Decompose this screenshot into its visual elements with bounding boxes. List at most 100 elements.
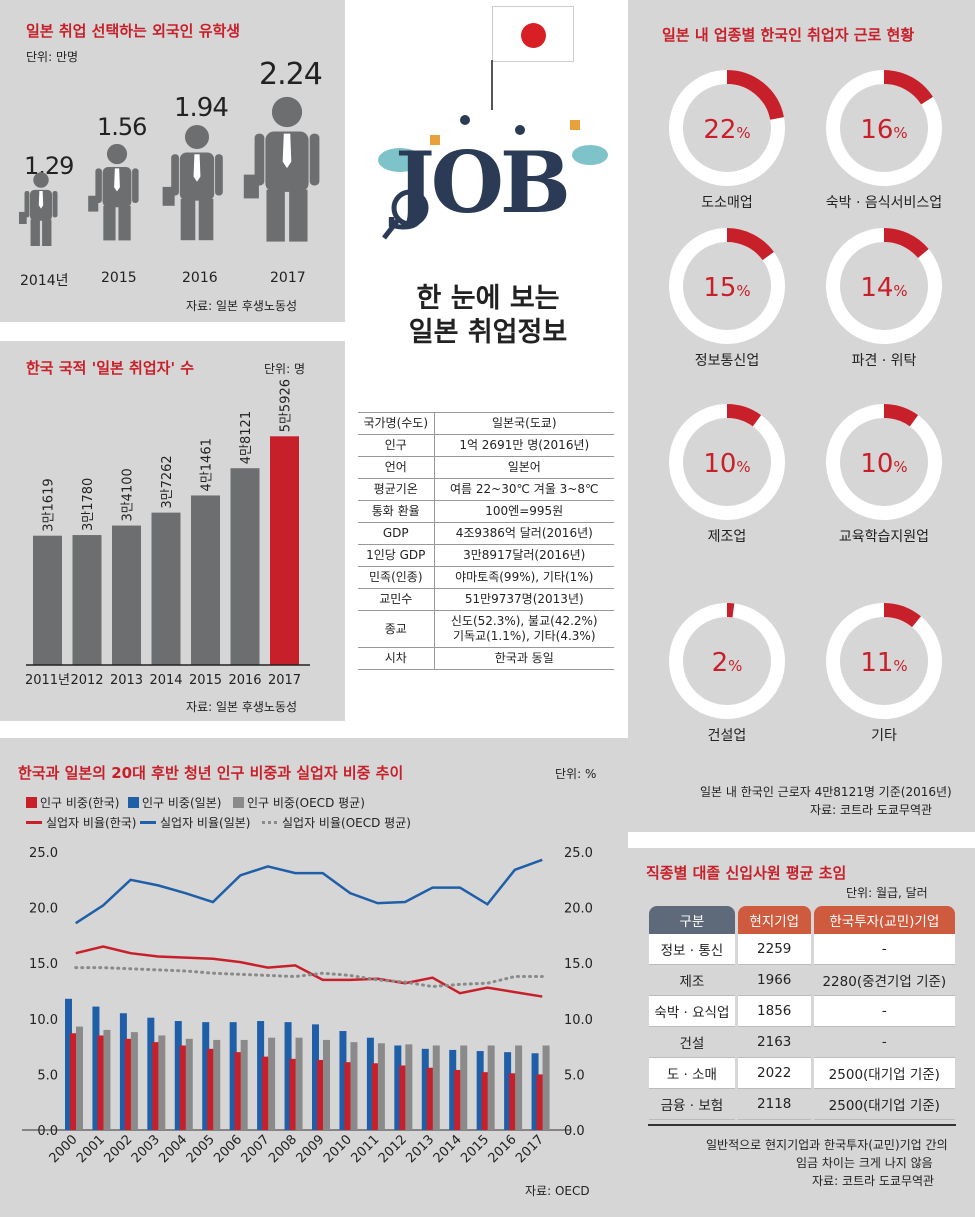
x-tick-year: 2010	[321, 1132, 355, 1166]
worker-bar-label: 3만7262	[160, 455, 175, 508]
x-tick-year: 2016	[486, 1132, 520, 1166]
trend-bar	[76, 1026, 83, 1130]
donut-slice	[726, 404, 762, 427]
worker-bar-label: 4만1461	[200, 438, 215, 491]
trend-line	[74, 966, 544, 989]
trend-bar	[449, 1049, 457, 1130]
x-tick-year: 2009	[294, 1132, 328, 1166]
legend-kr-pop: 인구 비중(한국)	[26, 794, 119, 811]
donut-percent: 11%	[860, 648, 907, 678]
worker-year-label: 2014	[149, 673, 182, 688]
info-value: 100엔=995원	[434, 500, 614, 523]
salary-cell: 제조	[649, 965, 735, 996]
trend-bar	[124, 1038, 132, 1130]
legend-oecd-unemp: 실업자 비율(OECD 평균)	[262, 814, 411, 831]
salary-unit: 단위: 월급, 달러	[846, 886, 928, 900]
donut-label: 건설업	[708, 728, 747, 744]
info-key: 인구	[358, 434, 435, 457]
salary-cell: 정보 · 통신	[649, 934, 735, 965]
legend-kr-unemp-label: 실업자 비율(한국)	[46, 816, 137, 830]
y-tick-left: 0.0	[37, 1124, 58, 1139]
donut-slice	[883, 603, 921, 628]
student-figure-2016	[162, 124, 223, 241]
legend-oecd-pop: 인구 비중(OECD 평균)	[233, 794, 365, 811]
trend-line	[75, 858, 543, 925]
x-tick-year: 2011	[348, 1132, 382, 1166]
salary-cell: 금융 · 보험	[649, 1089, 735, 1120]
job-illustration	[378, 115, 608, 240]
worker-year-label: 2016	[228, 673, 261, 688]
gear-icon-2	[570, 120, 580, 130]
trend-bar	[377, 1043, 385, 1130]
worker-bar	[270, 436, 299, 665]
trend-bar	[460, 1045, 468, 1130]
legend-kr-unemp: 실업자 비율(한국)	[26, 814, 136, 831]
y-tick-left: 15.0	[29, 957, 58, 972]
y-tick-right: 10.0	[564, 1013, 593, 1028]
salary-cell: 2118	[737, 1089, 811, 1120]
flag-pole	[491, 60, 493, 110]
info-value: 일본어	[434, 456, 614, 479]
salary-cell: 2163	[737, 1027, 811, 1058]
info-key: 평균기온	[358, 478, 435, 501]
worker-bar	[33, 535, 62, 665]
donut-slice	[726, 228, 774, 261]
legend-kr-pop-label: 인구 비중(한국)	[40, 796, 120, 810]
trend-bar	[234, 1052, 242, 1130]
info-key: GDP	[358, 522, 435, 545]
info-key: 1인당 GDP	[358, 544, 435, 567]
gear-icon-1	[430, 135, 440, 145]
x-tick-year: 2004	[156, 1132, 190, 1166]
info-row: 시차 한국과 동일	[358, 647, 614, 670]
trend-bar	[295, 1037, 303, 1130]
donut-percent: 15%	[703, 273, 750, 303]
student-year-2016: 2016	[182, 270, 218, 286]
worker-bar	[191, 495, 220, 665]
x-tick-year: 2008	[266, 1132, 300, 1166]
info-row: 언어 일본어	[358, 456, 614, 479]
trend-bar	[179, 1045, 187, 1130]
donut-label: 제조업	[708, 529, 747, 545]
student-value-2015: 1.56	[97, 113, 147, 141]
worker-year-label: 2012	[70, 673, 103, 688]
trend-bar	[323, 1039, 330, 1130]
trend-bar	[103, 1029, 111, 1130]
info-row: 종교 신도(52.3%), 불교(42.2%) 기독교(1.1%), 기타(4.3…	[358, 610, 614, 648]
info-value: 1억 2691만 명(2016년)	[434, 434, 614, 457]
salary-header-row: 구분 현지기업 한국투자(교민)기업	[649, 906, 955, 934]
trend-source: 자료: OECD	[525, 1184, 590, 1198]
student-year-2017: 2017	[270, 270, 306, 286]
trend-bar	[399, 1065, 407, 1130]
trend-bar	[289, 1058, 297, 1130]
trend-bar	[339, 1031, 347, 1130]
trend-bar	[509, 1073, 517, 1130]
donut-label: 기타	[871, 728, 897, 744]
salary-row: 도 · 소매 2022 2500(대기업 기준)	[649, 1058, 955, 1089]
info-key: 통화 환율	[358, 500, 435, 523]
student-year-2014: 2014년	[20, 273, 69, 289]
job-text: JOB	[395, 133, 571, 232]
x-tick-year: 2014	[431, 1132, 465, 1166]
worker-bar	[151, 512, 181, 665]
trend-bar	[202, 1022, 210, 1130]
info-value: 3만8917달러(2016년)	[434, 544, 614, 567]
headline: 한 눈에 보는 일본 취업정보	[370, 282, 606, 350]
donut-percent: 10%	[860, 449, 907, 479]
salary-cell: 2259	[737, 934, 811, 965]
workers-unit: 단위: 명	[264, 362, 305, 376]
trend-bar	[350, 1042, 358, 1130]
info-key: 국가명(수도)	[358, 412, 435, 435]
trend-bar	[174, 1021, 182, 1130]
info-key: 민족(인종)	[358, 566, 435, 589]
students-unit: 단위: 만명	[26, 50, 79, 64]
worker-bar	[112, 525, 141, 665]
salary-note-1: 일반적으로 현지기업과 한국투자(교민)기업 간의	[706, 1138, 948, 1152]
panel-divider	[24, 328, 330, 335]
info-value: 일본국(도쿄)	[434, 412, 614, 435]
salary-note-2: 임금 차이는 크게 나지 않음	[796, 1156, 933, 1170]
trend-title: 한국과 일본의 20대 후반 청년 인구 비중과 실업자 비중 추이	[18, 764, 404, 782]
workers-chart: 3만1619 2011년 3만1780 2012 3만4100 2013 3만7262 201…	[25, 379, 310, 688]
donut-percent: 14%	[860, 273, 907, 303]
salary-cell: -	[813, 934, 955, 965]
donut-label: 정보통신업	[695, 353, 759, 369]
